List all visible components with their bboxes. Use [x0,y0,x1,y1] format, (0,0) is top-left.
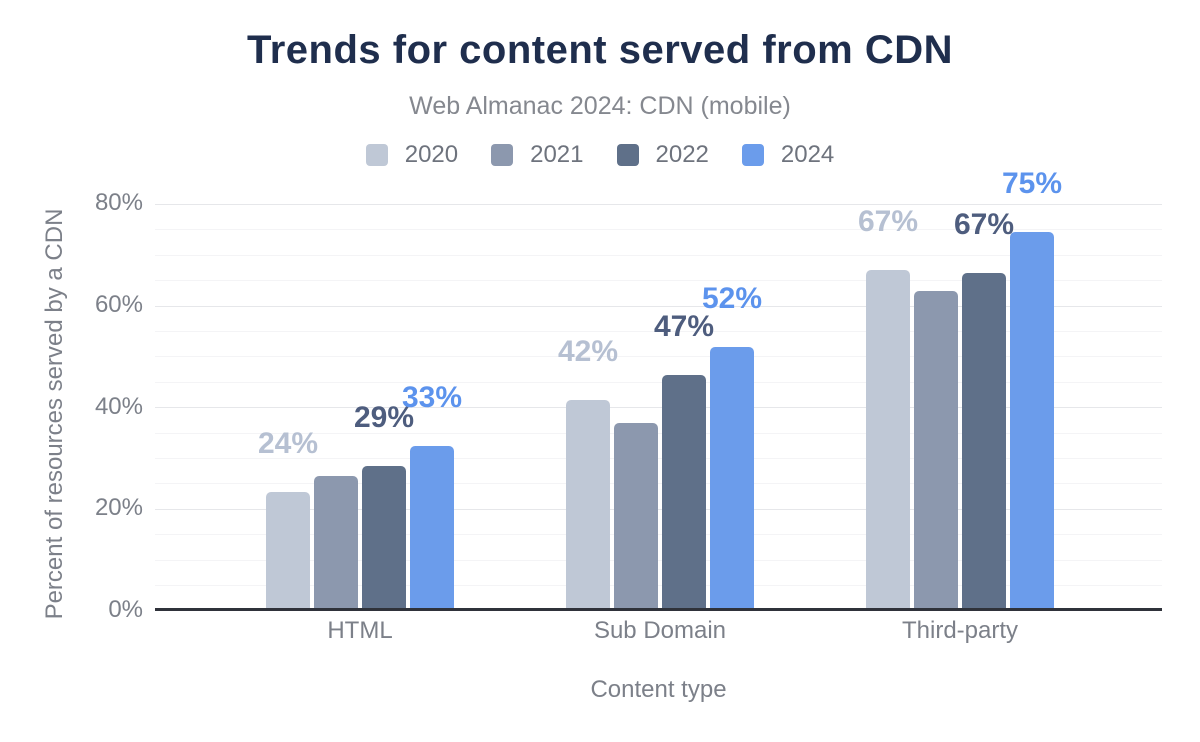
bar-2024-third-party[interactable] [1010,232,1054,611]
gridline-minor [155,483,1162,485]
bar-value-label-2022-sub-domain: 47% [653,309,715,343]
y-tick-20-: 20% [94,494,143,522]
legend-swatch [491,144,514,166]
legend-label: 2021 [530,141,584,168]
gridline-minor [155,458,1162,459]
bar-value-label-2024-html: 33% [401,380,463,414]
gridline-minor [155,534,1162,536]
bar-2021-third-party[interactable] [914,290,958,611]
legend-item-2022[interactable]: 2022 [616,141,709,169]
bar-2022-third-party[interactable] [962,272,1006,611]
y-tick-0-: 0% [108,596,143,623]
gridline-minor [155,330,1162,332]
gridline-minor [155,432,1162,434]
legend-label: 2020 [404,141,459,168]
bar-2021-html[interactable] [314,476,358,611]
bar-2022-html[interactable] [362,466,406,611]
y-tick-60-: 60% [94,290,143,318]
bar-value-label-2024-sub-domain: 52% [701,281,763,315]
legend-item-2024[interactable]: 2024 [741,141,835,169]
legend-label: 2024 [780,141,835,168]
gridline-minor [155,585,1162,587]
bar-value-label-2022-third-party: 67% [953,207,1015,241]
gridline-minor [155,356,1162,358]
legend-swatch [741,144,764,166]
legend-item-2021[interactable]: 2021 [491,141,584,169]
legend-item-2020[interactable]: 2020 [365,141,459,169]
gridline-major [155,407,1162,409]
y-tick-80-: 80% [94,189,143,217]
chart-title: Trends for content served from CDN [246,28,953,72]
legend-label: 2022 [655,141,709,168]
bar-value-label-2020-html: 24% [257,426,319,460]
bar-2020-html[interactable] [266,491,310,611]
bar-value-label-2022-html: 29% [353,401,415,435]
legend: 2020 2021 2022 2024 [0,141,1200,169]
bar-2020-third-party[interactable] [866,270,910,611]
plot-area: 24% 29% 33% 42% 47% 52% 67% 67% 75% [155,169,1162,611]
bar-2024-html[interactable] [410,445,454,611]
gridline-minor [155,280,1162,282]
gridline-major [155,508,1162,510]
bar-2024-sub-domain[interactable] [710,346,754,611]
legend-swatch [616,144,639,166]
bar-2022-sub-domain[interactable] [662,374,706,611]
x-category-label-sub-domain: Sub Domain [593,617,727,644]
gridline-major [155,203,1162,205]
gridline-minor [155,559,1162,561]
x-category-label-html: HTML [327,617,393,644]
x-category-label-third-party: Third-party [901,617,1019,644]
x-axis-title: Content type [590,676,727,703]
legend-swatch [365,144,388,166]
bar-2021-sub-domain[interactable] [614,422,658,611]
bar-2020-sub-domain[interactable] [566,400,610,611]
chart-subtitle: Web Almanac 2024: CDN (mobile) [409,92,791,120]
gridline-major [155,305,1162,307]
gridline-minor [155,229,1162,231]
gridline-minor [155,254,1162,256]
gridline-minor [155,381,1162,383]
bar-value-label-2020-sub-domain: 42% [557,335,619,369]
x-axis-line [155,608,1162,611]
bar-value-label-2024-third-party: 75% [1001,167,1063,201]
bar-value-label-2020-third-party: 67% [857,205,919,239]
y-tick-40-: 40% [94,392,143,420]
